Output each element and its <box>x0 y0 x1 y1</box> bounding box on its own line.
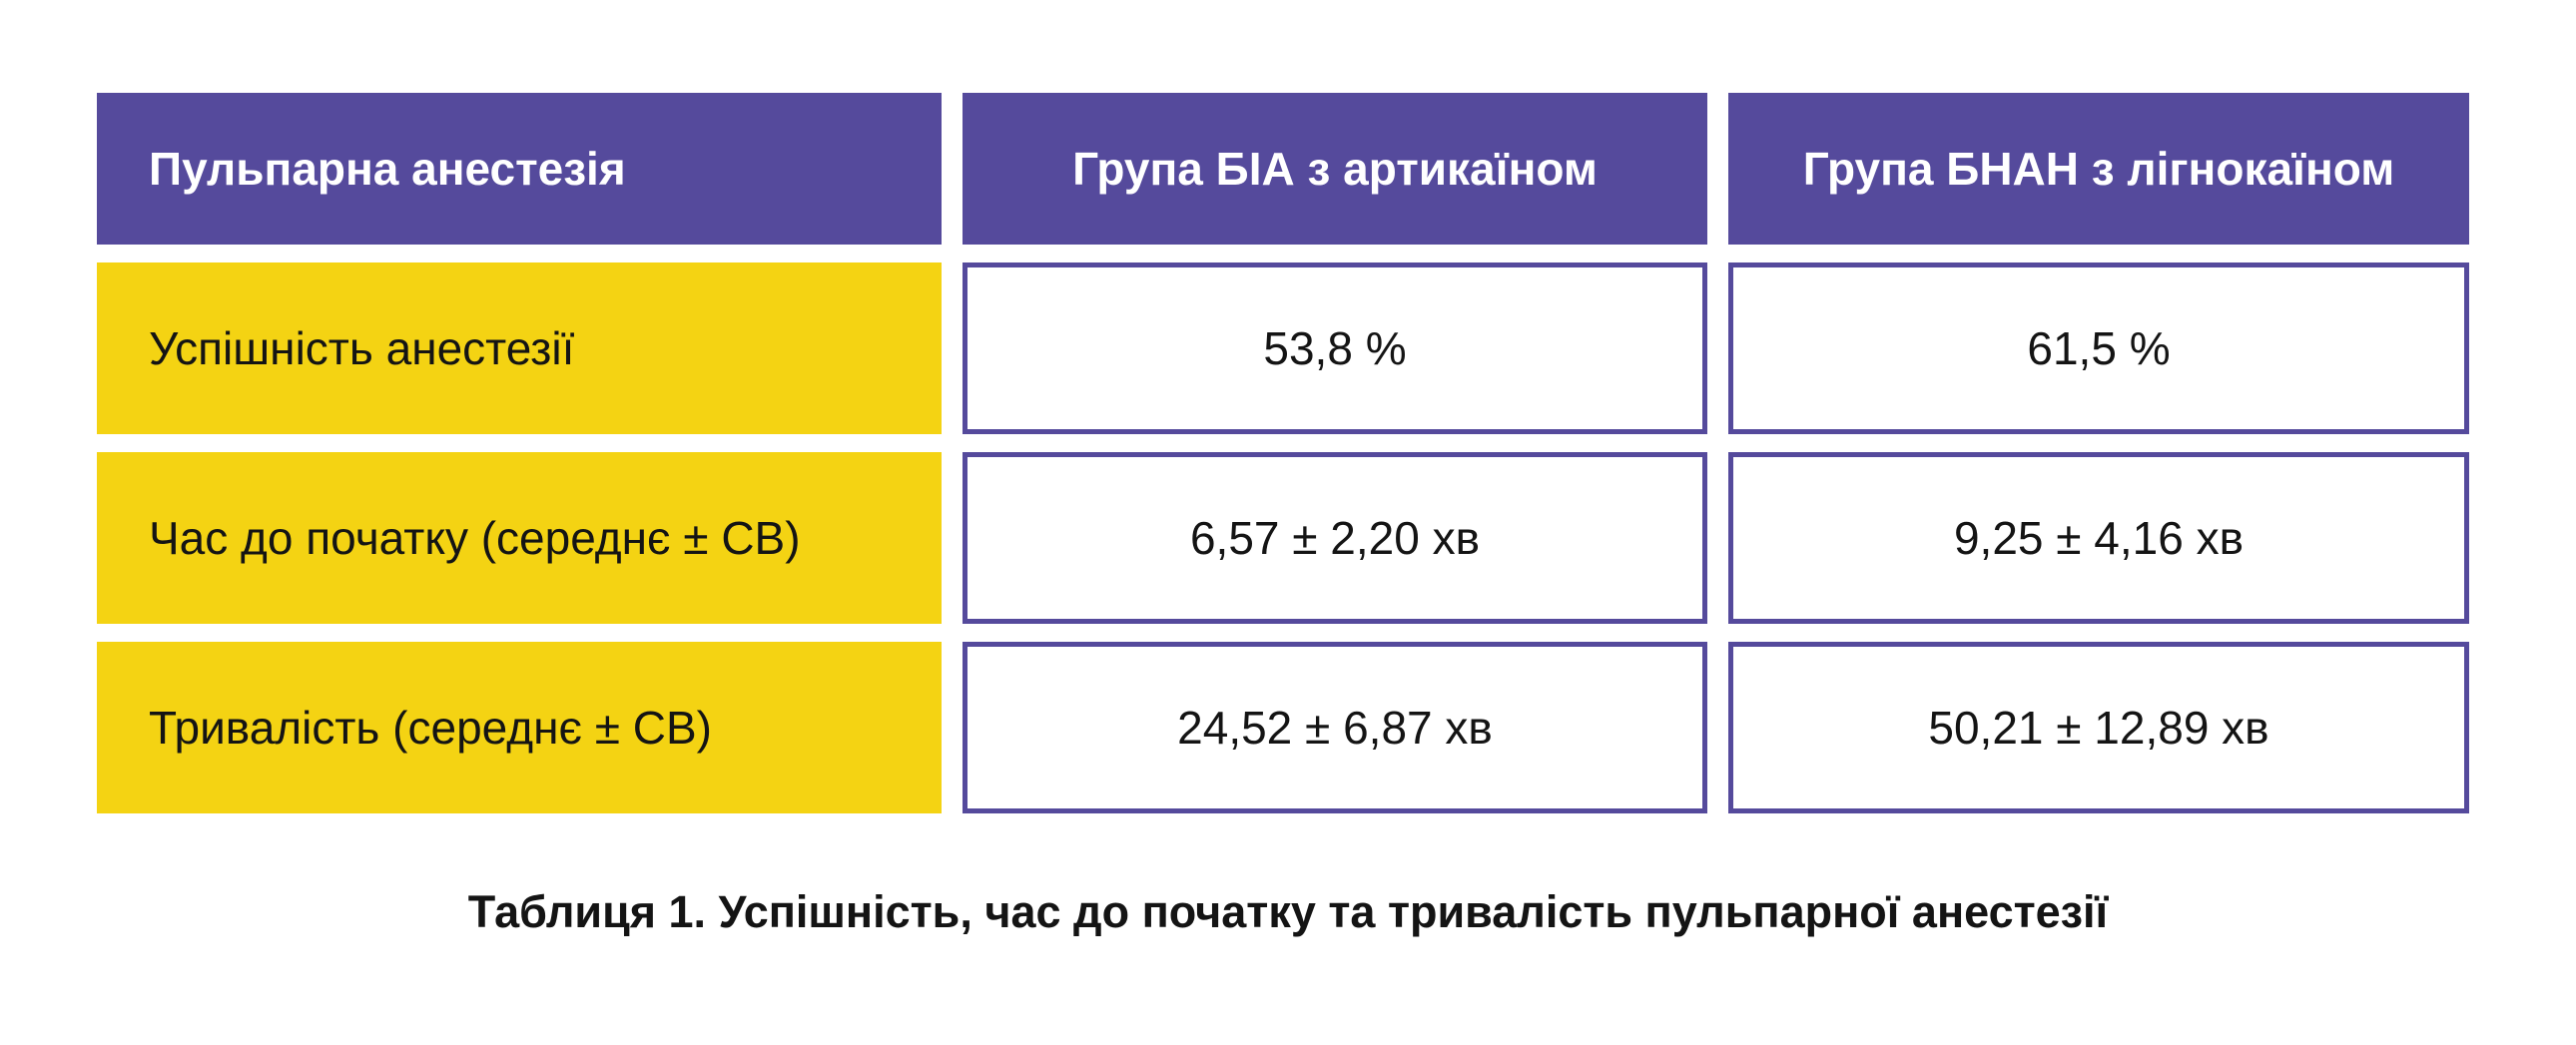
pulpal-anesthesia-table: Пульпарна анестезія Група БІА з артикаїн… <box>97 93 2469 813</box>
row-label-success-rate: Успішність анестезії <box>97 262 942 434</box>
row-label-onset-time: Час до початку (середнє ± СВ) <box>97 452 942 624</box>
cell-onset-time-bnan: 9,25 ± 4,16 хв <box>1728 452 2469 624</box>
cell-duration-bnan: 50,21 ± 12,89 хв <box>1728 642 2469 813</box>
cell-onset-time-bia: 6,57 ± 2,20 хв <box>963 452 1707 624</box>
cell-success-rate-bia: 53,8 % <box>963 262 1707 434</box>
cell-duration-bia: 24,52 ± 6,87 хв <box>963 642 1707 813</box>
cell-success-rate-bnan: 61,5 % <box>1728 262 2469 434</box>
table-header-group-bia-articaine: Група БІА з артикаїном <box>963 93 1707 245</box>
table-header-group-bnan-lignocaine: Група БНАН з лігнокаїном <box>1728 93 2469 245</box>
table-header-parameter: Пульпарна анестезія <box>97 93 942 245</box>
row-label-duration: Тривалість (середнє ± СВ) <box>97 642 942 813</box>
table-caption: Таблиця 1. Успішність, час до початку та… <box>467 886 2109 937</box>
